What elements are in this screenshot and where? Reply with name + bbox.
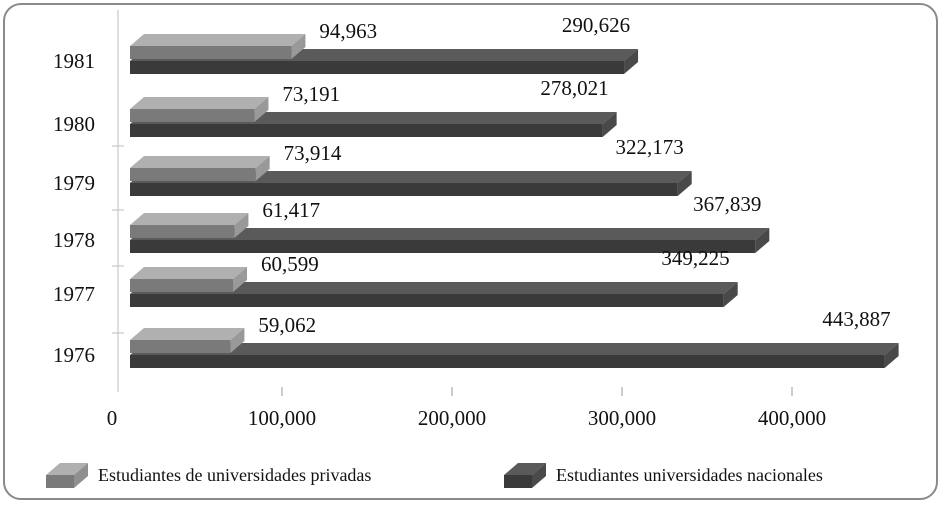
bar-privadas-1980-side (254, 97, 269, 122)
bar-nacionales-1977-top (130, 282, 738, 294)
bar-nacionales-1979-front (130, 183, 678, 196)
bar-privadas-1979-side (255, 156, 270, 181)
bar-nacionales-1977 (130, 282, 738, 307)
bar-privadas-1978-side (234, 213, 249, 238)
bar-nacionales-1980-side (602, 112, 617, 137)
bar-nacionales-1979-top (130, 171, 692, 183)
bar-privadas-1981 (130, 34, 306, 59)
legend-label-nacionales: Estudiantes universidades nacionales (556, 465, 823, 485)
bar-nacionales-1976-top (130, 343, 899, 355)
bar-nacionales-1981-front (130, 61, 625, 74)
data-labels: 59,062 443,887 60,599 349,225 61,417 367,839 7… (258, 13, 890, 337)
bar-privadas-1981-side (291, 34, 306, 59)
bar-privadas-1978-top (130, 213, 249, 225)
legend-swatch-privadas-front (46, 475, 74, 488)
bar-privadas-1978 (130, 213, 249, 238)
x-tick-label: 300,000 (588, 406, 656, 430)
bar-privadas-1979-top (130, 156, 270, 168)
bar-privadas-1976-front (130, 340, 231, 353)
bar-nacionales-1981-side (624, 49, 639, 74)
bar-privadas-1977-front (130, 279, 234, 292)
data-label-privadas-1979: 73,914 (284, 141, 342, 165)
bar-privadas-1981-top (130, 34, 306, 46)
bar-nacionales-1978-side (755, 228, 770, 253)
data-label-privadas-1978: 61,417 (262, 198, 320, 222)
legend-item-privadas: Estudiantes de universidades privadas (46, 463, 371, 488)
data-label-nacionales-1981: 290,626 (562, 13, 630, 37)
legend-swatch-nacionales-side (532, 463, 546, 488)
legend: Estudiantes de universidades privadas Es… (46, 463, 823, 488)
bar-nacionales-1977-side (723, 282, 738, 307)
y-tick-label-1979: 1979 (53, 171, 95, 195)
y-tick-label-1978: 1978 (53, 228, 95, 252)
bar-nacionales-1978-top (130, 228, 770, 240)
bar-privadas-1977 (130, 267, 248, 292)
bar-privadas-1979 (130, 156, 270, 181)
x-tick-label: 0 (107, 406, 118, 430)
data-label-nacionales-1978: 367,839 (693, 192, 761, 216)
gridlines (281, 387, 793, 396)
bar-privadas-1976-side (230, 328, 245, 353)
y-tick-label-1981: 1981 (53, 49, 95, 73)
bar-privadas-1976 (130, 328, 245, 353)
bar-privadas-1977-top (130, 267, 248, 279)
data-label-privadas-1981: 94,963 (319, 19, 377, 43)
legend-label-privadas: Estudiantes de universidades privadas (98, 465, 371, 485)
legend-swatch-privadas-side (74, 463, 88, 488)
x-tick-label: 400,000 (758, 406, 826, 430)
bar-privadas-1978-front (130, 225, 235, 238)
bar-nacionales-1977-front (130, 294, 724, 307)
bar-privadas-1980 (130, 97, 269, 122)
data-label-nacionales-1980: 278,021 (540, 76, 608, 100)
data-label-privadas-1976: 59,062 (258, 313, 316, 337)
bar-privadas-1980-front (130, 109, 255, 122)
y-tick-label-1976: 1976 (53, 343, 95, 367)
data-label-nacionales-1977: 349,225 (661, 246, 729, 270)
data-label-nacionales-1979: 322,173 (615, 135, 683, 159)
bars (130, 34, 899, 368)
bar-nacionales-1980-front (130, 124, 603, 137)
bar-privadas-1977-side (233, 267, 248, 292)
x-tick-label: 200,000 (418, 406, 486, 430)
bar-nacionales-1978-front (130, 240, 756, 253)
y-axis: 1976 1977 1978 1979 1980 1981 (53, 10, 124, 392)
y-tick-label-1977: 1977 (53, 282, 95, 306)
data-label-privadas-1980: 73,191 (282, 82, 340, 106)
y-tick-label-1980: 1980 (53, 112, 95, 136)
legend-item-nacionales: Estudiantes universidades nacionales (504, 463, 823, 488)
bar-nacionales-1976-front (130, 355, 885, 368)
bar-nacionales-1976 (130, 343, 899, 368)
data-label-nacionales-1976: 443,887 (822, 307, 890, 331)
x-axis: 0 100,000 200,000 300,000 400,000 (107, 406, 826, 430)
bar-privadas-1981-front (130, 46, 292, 59)
bar-privadas-1979-front (130, 168, 256, 181)
bar-nacionales-1979-side (677, 171, 692, 196)
legend-swatch-nacionales-front (504, 475, 532, 488)
bar-privadas-1980-top (130, 97, 269, 109)
bar-nacionales-1979 (130, 171, 692, 196)
bar-privadas-1976-top (130, 328, 245, 340)
bar-nacionales-1976-side (884, 343, 899, 368)
data-label-privadas-1977: 60,599 (261, 252, 319, 276)
bar-nacionales-1978 (130, 228, 770, 253)
x-tick-label: 100,000 (248, 406, 316, 430)
